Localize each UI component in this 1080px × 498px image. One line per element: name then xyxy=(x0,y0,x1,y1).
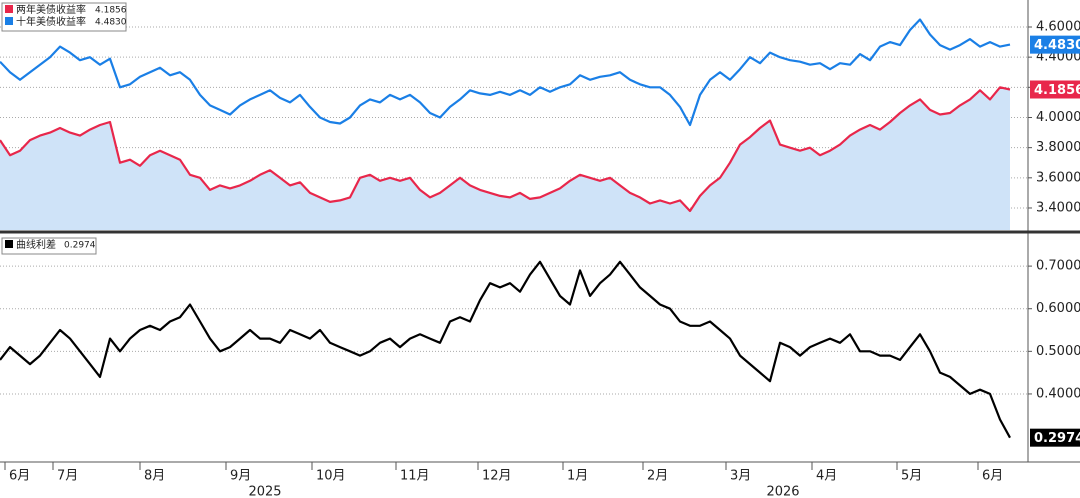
y-tick-label: 4.0000 xyxy=(1036,110,1080,125)
legend-value: 4.4830 xyxy=(95,18,127,28)
value-tag-label: 4.4830 xyxy=(1034,38,1080,53)
legend-value: 4.1856 xyxy=(95,6,127,16)
x-year-label: 2025 xyxy=(248,485,281,498)
line xyxy=(0,86,1011,213)
y-tick-label: 0.5000 xyxy=(1036,344,1080,359)
y-tick-label: 0.7000 xyxy=(1036,259,1080,274)
legend-swatch xyxy=(5,240,13,248)
legend-box xyxy=(1,2,127,32)
area xyxy=(0,87,1010,230)
x-tick-label: 11月 xyxy=(400,469,430,484)
line xyxy=(0,18,1011,127)
x-tick-label: 4月 xyxy=(816,469,837,484)
legend-swatch xyxy=(5,5,13,13)
y-tick-label: 0.4000 xyxy=(1036,386,1080,401)
x-tick-label: 3月 xyxy=(730,469,751,484)
legend-box xyxy=(1,237,97,255)
legend-value: 0.2974 xyxy=(64,241,96,251)
y-tick-label: 0.6000 xyxy=(1036,301,1080,316)
x-tick-label: 12月 xyxy=(482,469,512,484)
line xyxy=(0,260,1011,439)
x-tick-label: 7月 xyxy=(57,469,78,484)
value-tag xyxy=(1030,428,1080,447)
x-tick-label: 10月 xyxy=(316,469,346,484)
value-tag-label: 4.1856 xyxy=(1034,83,1080,98)
value-tag xyxy=(1030,80,1080,99)
x-tick-label: 5月 xyxy=(901,469,922,484)
x-tick-label: 9月 xyxy=(230,469,251,484)
x-year-label: 2026 xyxy=(766,485,799,498)
legend-label: 曲线利差 xyxy=(16,238,56,251)
x-tick-label: 8月 xyxy=(144,469,165,484)
y-tick-label: 4.6000 xyxy=(1036,19,1080,34)
y-tick-label: 3.8000 xyxy=(1036,140,1080,155)
x-tick-label: 2月 xyxy=(647,469,668,484)
legend-swatch xyxy=(5,17,13,25)
y-tick-label: 3.6000 xyxy=(1036,170,1080,185)
x-tick-label: 6月 xyxy=(982,469,1003,484)
legend-label: 两年美债收益率 xyxy=(16,3,86,16)
value-tag xyxy=(1030,35,1080,54)
x-tick-label: 6月 xyxy=(9,469,30,484)
legend-label: 十年美债收益率 xyxy=(16,15,86,28)
x-tick-label: 1月 xyxy=(567,469,588,484)
y-tick-label: 3.4000 xyxy=(1036,200,1080,215)
value-tag-label: 0.2974 xyxy=(1034,431,1080,446)
